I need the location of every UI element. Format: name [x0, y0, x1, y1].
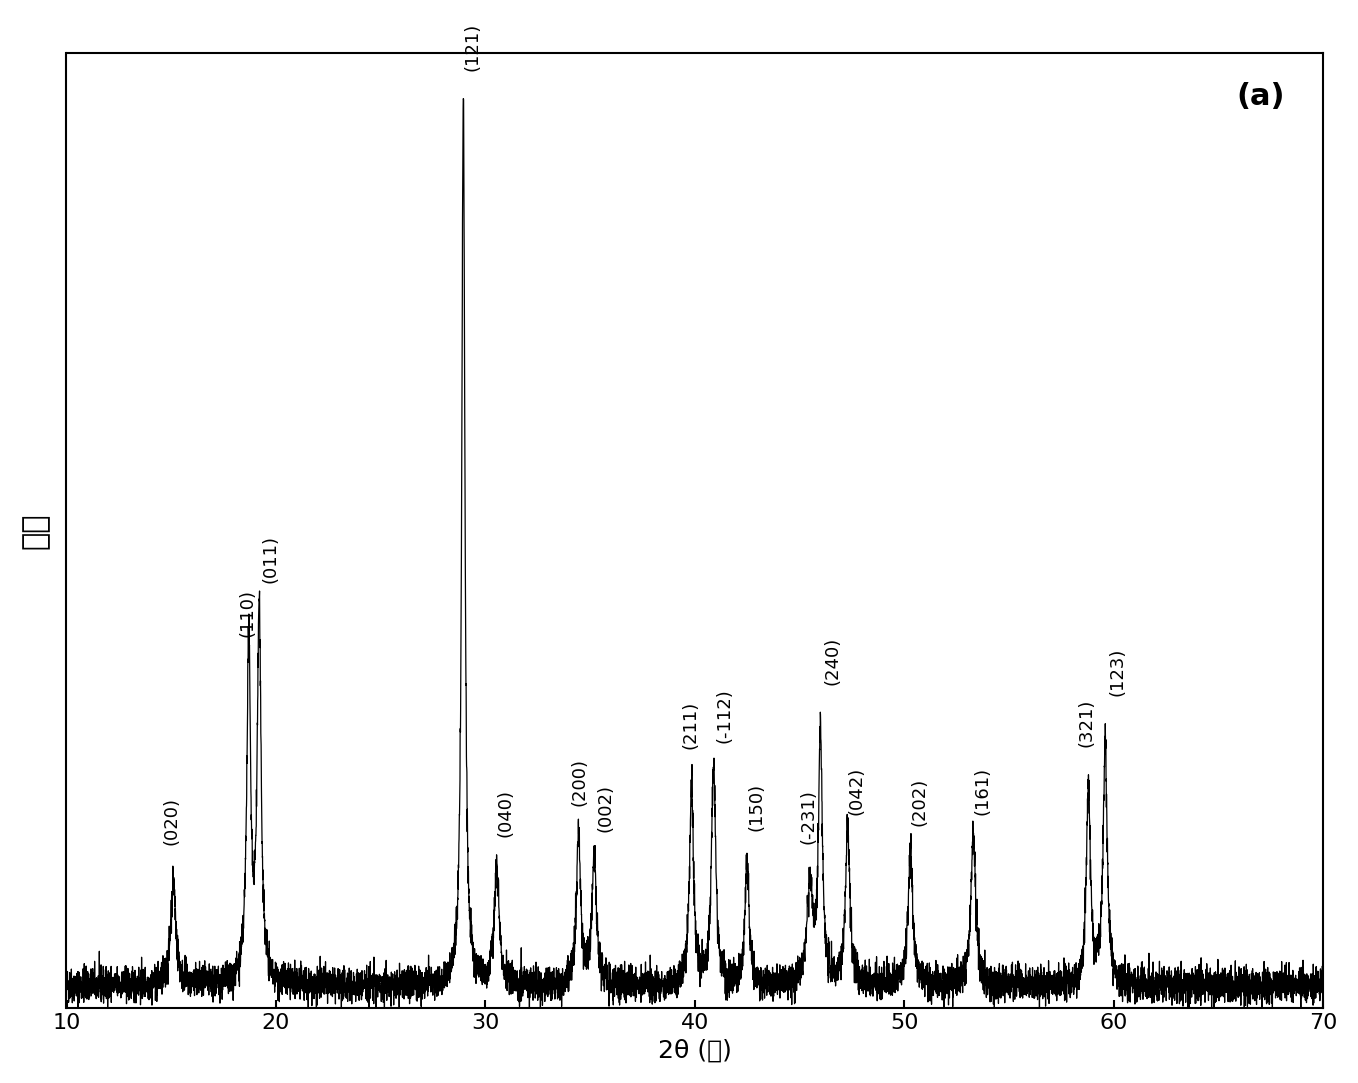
Text: (020): (020): [163, 797, 181, 846]
Text: (161): (161): [974, 767, 991, 815]
Text: (202): (202): [910, 778, 929, 825]
Text: (240): (240): [823, 637, 842, 684]
Text: (042): (042): [847, 767, 865, 814]
Text: (211): (211): [682, 701, 699, 748]
Text: (002): (002): [596, 784, 614, 832]
X-axis label: 2θ (度): 2θ (度): [657, 1039, 732, 1062]
Text: (121): (121): [463, 23, 481, 71]
Text: (110): (110): [238, 589, 257, 637]
Text: (a): (a): [1237, 82, 1285, 110]
Text: (200): (200): [570, 758, 588, 807]
Text: (011): (011): [261, 535, 280, 583]
Text: (150): (150): [747, 782, 765, 831]
Y-axis label: 强度: 强度: [20, 512, 50, 549]
Text: (123): (123): [1108, 648, 1126, 696]
Text: (040): (040): [497, 788, 515, 837]
Text: (-231): (-231): [800, 788, 818, 844]
Text: (321): (321): [1078, 700, 1096, 747]
Text: (-112): (-112): [716, 689, 733, 743]
